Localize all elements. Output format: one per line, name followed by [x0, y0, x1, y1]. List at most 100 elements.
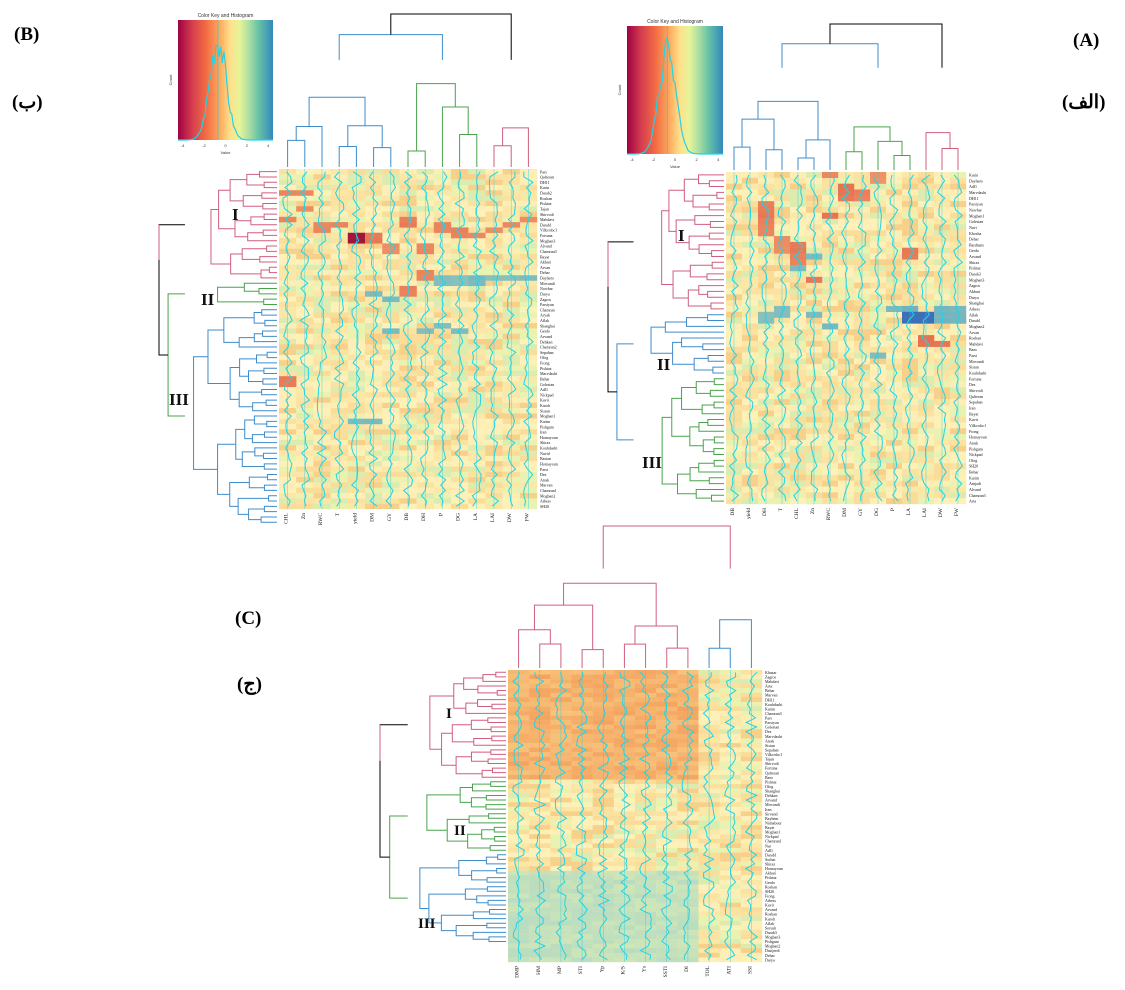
- row-dendrogram: [607, 174, 724, 502]
- column-trace: [368, 171, 379, 507]
- heatmap-c-figure: KhazarZagrosMahdaviArtaBeharMarvanDH11Ko…: [379, 525, 783, 978]
- row-label: Pishtaz: [765, 779, 777, 784]
- row-dendrogram-branch: [234, 220, 251, 238]
- row-label: Pishgam: [540, 424, 555, 429]
- row-dendrogram-branch: [193, 356, 218, 470]
- row-label: Kavir: [765, 903, 775, 908]
- row-label: Pishgam: [765, 939, 780, 944]
- row-dendrogram-join: [616, 343, 634, 441]
- color-key-xlabel: Value: [221, 150, 232, 155]
- color-key-tick: 0: [224, 143, 227, 148]
- row-label: Atbess: [765, 898, 776, 903]
- column-trace: [936, 174, 947, 502]
- column-trace: [420, 171, 431, 507]
- row-dendrogram-branch: [490, 726, 506, 733]
- column-dendrogram-branch: [805, 139, 831, 170]
- column-dendrogram-branch: [338, 145, 357, 167]
- column-dendrogram-branch: [373, 147, 392, 167]
- row-label: Darab3: [969, 272, 981, 277]
- row-dendrogram-branch: [455, 756, 483, 775]
- column-dendrogram-branch: [581, 649, 604, 668]
- row-dendrogram-branch: [248, 508, 265, 521]
- color-key-title: Color Key and Histogram: [198, 13, 254, 19]
- row-label: Nickpad: [540, 392, 554, 397]
- row-label: Bayhem: [765, 816, 779, 821]
- column-label: STI: [578, 966, 584, 974]
- row-dendrogram-branch: [711, 261, 724, 269]
- row-label: Behar: [765, 688, 775, 693]
- row-dendrogram-branch: [419, 867, 459, 910]
- color-key-tick: -2: [202, 143, 206, 148]
- row-label: Sorbat: [765, 857, 776, 862]
- color-key-xlabel: Value: [670, 164, 681, 169]
- row-label: Bam: [969, 347, 977, 352]
- row-dendrogram-branch: [470, 751, 491, 762]
- column-dendrogram-branch: [893, 155, 911, 170]
- row-dendrogram-branch: [661, 416, 678, 485]
- row-dendrogram-branch: [482, 674, 506, 682]
- row-dendrogram-branch: [251, 434, 277, 444]
- column-label: DM: [842, 508, 848, 517]
- row-label: Alvand: [969, 487, 981, 492]
- column-label: Ys: [642, 966, 648, 972]
- row-dendrogram-branch: [463, 677, 483, 690]
- row-dendrogram-branch: [712, 366, 724, 374]
- row-dendrogram-branch: [708, 180, 724, 188]
- row-dendrogram-branch: [263, 463, 277, 470]
- row-label: Bardnam: [969, 242, 985, 247]
- column-trace: [953, 174, 964, 502]
- column-trace: [471, 171, 483, 507]
- row-dendrogram-branch: [241, 248, 267, 260]
- row-dendrogram-branch: [709, 389, 724, 397]
- row-label: Kavir: [969, 417, 979, 422]
- row-label: Atrak: [969, 440, 978, 445]
- cluster-label: I: [678, 226, 685, 245]
- row-dendrogram-branch: [481, 769, 506, 778]
- column-label: T: [335, 512, 341, 516]
- row-dendrogram-branch: [263, 213, 277, 220]
- row-dendrogram-branch: [681, 337, 724, 348]
- row-dendrogram-branch: [713, 401, 724, 409]
- row-dendrogram-branch: [488, 813, 506, 819]
- row-label: Marvdasht: [969, 190, 987, 195]
- row-label: Fortuna: [540, 233, 553, 238]
- row-label: Dez: [540, 472, 547, 477]
- row-label: Pishgam: [969, 446, 984, 451]
- row-dendrogram-branch: [263, 181, 277, 189]
- cluster-label: II: [657, 355, 671, 374]
- row-label: Qafteran: [969, 394, 983, 399]
- row-label: Shanghai: [765, 789, 781, 794]
- column-trace: [402, 171, 414, 507]
- column-label: ATI: [726, 966, 732, 975]
- row-dendrogram-branch: [708, 203, 724, 211]
- row-dendrogram-branch: [708, 477, 724, 485]
- row-dendrogram-branch: [262, 378, 277, 385]
- row-label: DH11: [540, 180, 550, 185]
- row-label: Mahdavi: [969, 341, 984, 346]
- column-dendrogram-branch: [623, 643, 647, 668]
- row-label: Arvand: [765, 798, 777, 803]
- column-label: DG: [874, 508, 880, 516]
- cluster-label: I: [446, 706, 452, 722]
- column-trace: [702, 672, 716, 960]
- row-dendrogram-branch: [230, 253, 261, 275]
- row-label: Moghan1: [969, 213, 984, 218]
- row-label: Karoh: [765, 916, 775, 921]
- cluster-label: II: [454, 823, 466, 839]
- column-trace: [512, 672, 525, 960]
- row-dendrogram-branch: [668, 189, 685, 232]
- row-dendrogram-branch: [711, 494, 724, 502]
- color-key-ylabel: Count: [168, 74, 173, 86]
- column-label: DW: [938, 507, 944, 517]
- row-label: Vilkcrsbc1: [969, 423, 986, 428]
- column-trace: [761, 174, 771, 502]
- row-dendrogram-branch: [459, 786, 473, 803]
- cluster-label: III: [169, 390, 189, 409]
- color-key-tick: 0: [674, 157, 677, 162]
- column-dendrogram-branch: [757, 100, 819, 140]
- column-label: K/S: [620, 966, 626, 975]
- row-label: Tajan: [765, 757, 774, 762]
- column-dendrogram-root: [829, 23, 943, 68]
- row-dendrogram-branch: [239, 358, 257, 377]
- row-dendrogram-branch: [708, 232, 724, 240]
